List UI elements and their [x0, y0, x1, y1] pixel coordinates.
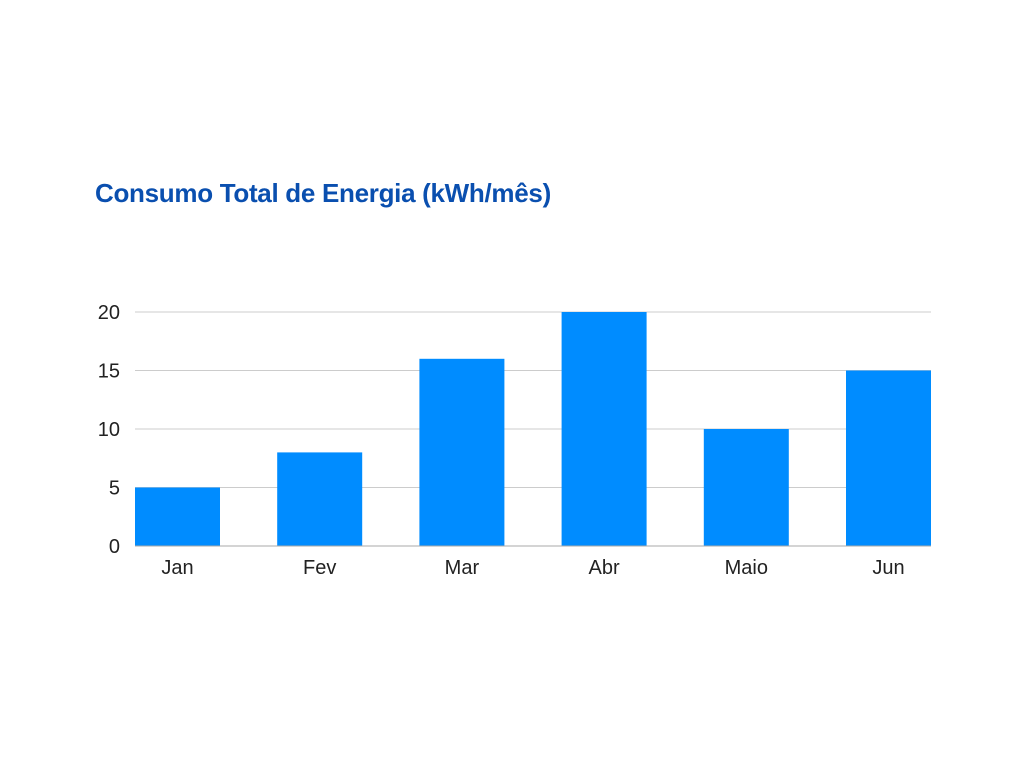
x-tick-label: Jun	[872, 557, 904, 579]
bar-maio	[703, 429, 789, 546]
grid-lines	[135, 311, 931, 488]
x-tick-label: Mar	[445, 557, 480, 579]
y-tick-label: 10	[98, 419, 120, 441]
y-tick-labels: 0 5 10 15 20	[98, 302, 120, 558]
bar-mar	[419, 358, 505, 546]
x-tick-labels: Jan Fev Mar Abr Maio Jun	[161, 557, 904, 579]
y-tick-label: 20	[98, 302, 120, 324]
bars	[135, 312, 931, 546]
x-tick-label: Fev	[303, 557, 336, 579]
x-tick-label: Abr	[589, 557, 620, 579]
bar-jun	[846, 370, 931, 546]
y-tick-label: 5	[109, 478, 120, 500]
y-tick-label: 15	[98, 361, 120, 383]
x-tick-label: Maio	[725, 557, 768, 579]
x-tick-label: Jan	[161, 557, 193, 579]
bar-abr	[561, 312, 647, 546]
bar-jan	[135, 487, 220, 546]
bar-fev	[277, 452, 363, 546]
y-tick-label: 0	[109, 536, 120, 558]
chart-title: Consumo Total de Energia (kWh/mês)	[95, 178, 551, 208]
